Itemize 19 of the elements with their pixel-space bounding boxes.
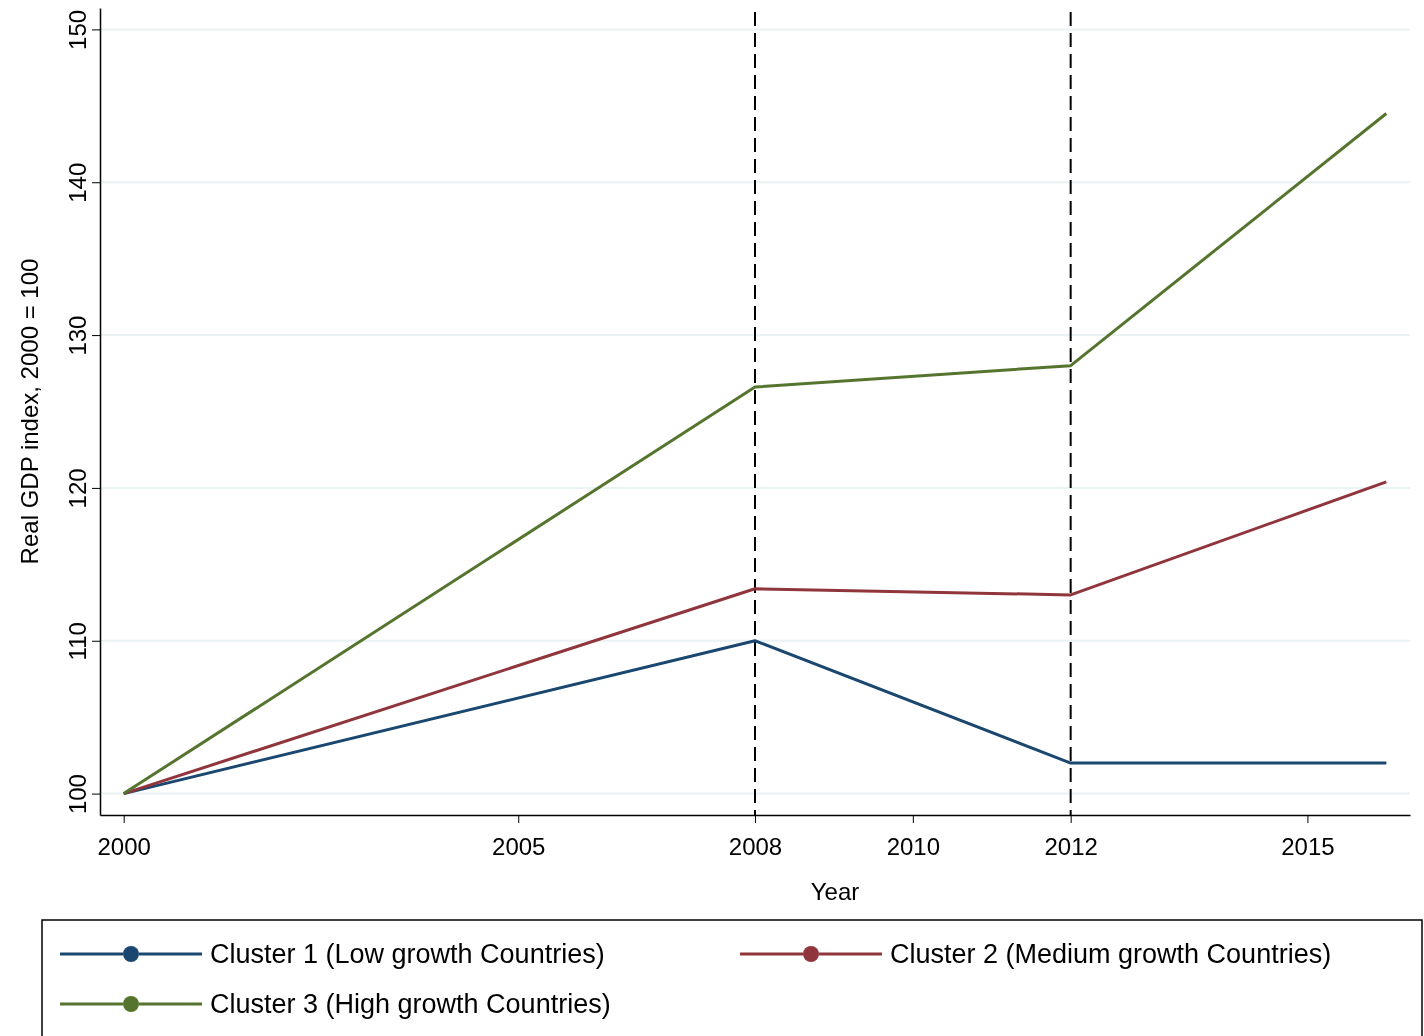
x-tick-label: 2015: [1281, 832, 1335, 860]
line-series: [122, 480, 1388, 796]
y-tick-label: 120: [64, 468, 91, 509]
y-tick-label: 140: [64, 162, 91, 203]
y-tick-label: 130: [64, 315, 91, 356]
legend-label: Cluster 2 (Medium growth Countries): [890, 939, 1332, 969]
y-axis-title: Real GDP index, 2000 = 100: [16, 258, 43, 565]
x-tick-label: 2010: [886, 832, 941, 860]
x-tick-label: 2012: [1044, 832, 1098, 860]
y-tick-label: 110: [64, 622, 91, 661]
x-tick-label: 2000: [97, 832, 151, 860]
legend-label: Cluster 1 (Low growth Countries): [210, 939, 605, 969]
line-series: [122, 111, 1388, 796]
y-tick-label: 150: [64, 9, 91, 50]
x-axis-title: Year: [810, 878, 860, 905]
x-tick-label: 2005: [492, 832, 546, 860]
x-tick-label: 2008: [728, 832, 783, 860]
legend-label: Cluster 3 (High growth Countries): [210, 989, 611, 1019]
y-tick-label: 100: [64, 774, 91, 815]
